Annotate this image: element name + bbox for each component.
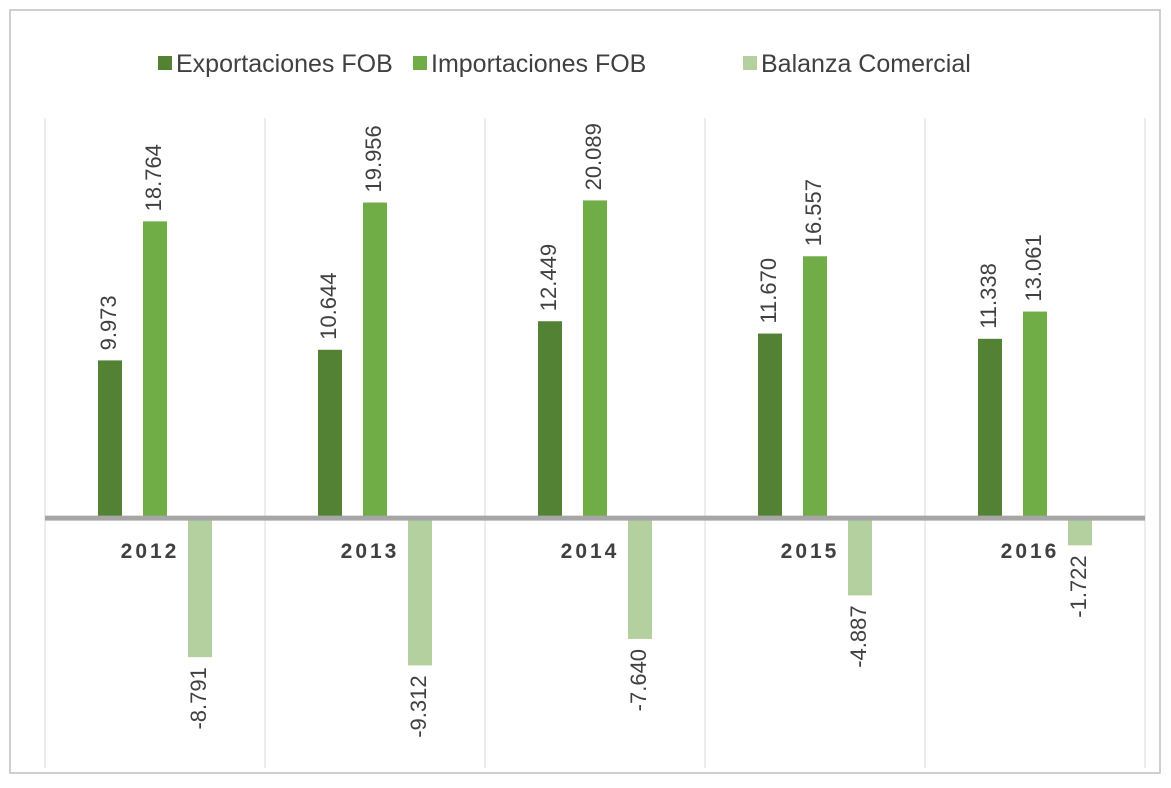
- data-label: 9.973: [96, 295, 121, 350]
- bar: [98, 360, 122, 519]
- bar: [978, 338, 1002, 519]
- bar: [363, 202, 387, 519]
- data-label: -7.640: [626, 649, 651, 711]
- x-tick-label: 2015: [781, 540, 840, 563]
- data-label: 11.670: [756, 258, 781, 324]
- data-label: 19.956: [361, 125, 386, 192]
- bar: [628, 518, 652, 639]
- data-label: 12.449: [536, 244, 561, 311]
- data-label: 20.089: [581, 123, 606, 190]
- x-tick-label: 2016: [1001, 540, 1060, 563]
- legend-swatch: [743, 56, 757, 70]
- x-tick-label: 2012: [121, 540, 180, 563]
- bar: [803, 256, 827, 519]
- data-label: 18.764: [141, 144, 166, 211]
- data-label: -9.312: [406, 675, 431, 737]
- x-tick-label: 2013: [341, 540, 400, 563]
- legend-swatch: [158, 56, 172, 70]
- bar: [408, 518, 432, 666]
- data-label: -4.887: [846, 605, 871, 667]
- bar: [848, 518, 872, 596]
- legend-label: Balanza Comercial: [761, 50, 971, 78]
- data-label: 13.061: [1021, 234, 1046, 301]
- legend-label: Exportaciones FOB: [176, 50, 393, 78]
- bar: [758, 333, 782, 519]
- bar: [318, 349, 342, 519]
- legend-label: Importaciones FOB: [431, 50, 646, 78]
- data-label: 10.644: [316, 272, 341, 339]
- bar: [143, 221, 167, 519]
- data-label: -1.722: [1066, 555, 1091, 617]
- x-tick-label: 2014: [561, 540, 620, 563]
- bar: [583, 200, 607, 519]
- legend-swatch: [413, 56, 427, 70]
- bar: [188, 518, 212, 658]
- bar: [1068, 518, 1092, 546]
- bar: [1023, 311, 1047, 519]
- bar: [538, 321, 562, 519]
- data-label: 16.557: [801, 179, 826, 246]
- data-label: 11.338: [976, 263, 1001, 329]
- data-label: -8.791: [186, 667, 211, 729]
